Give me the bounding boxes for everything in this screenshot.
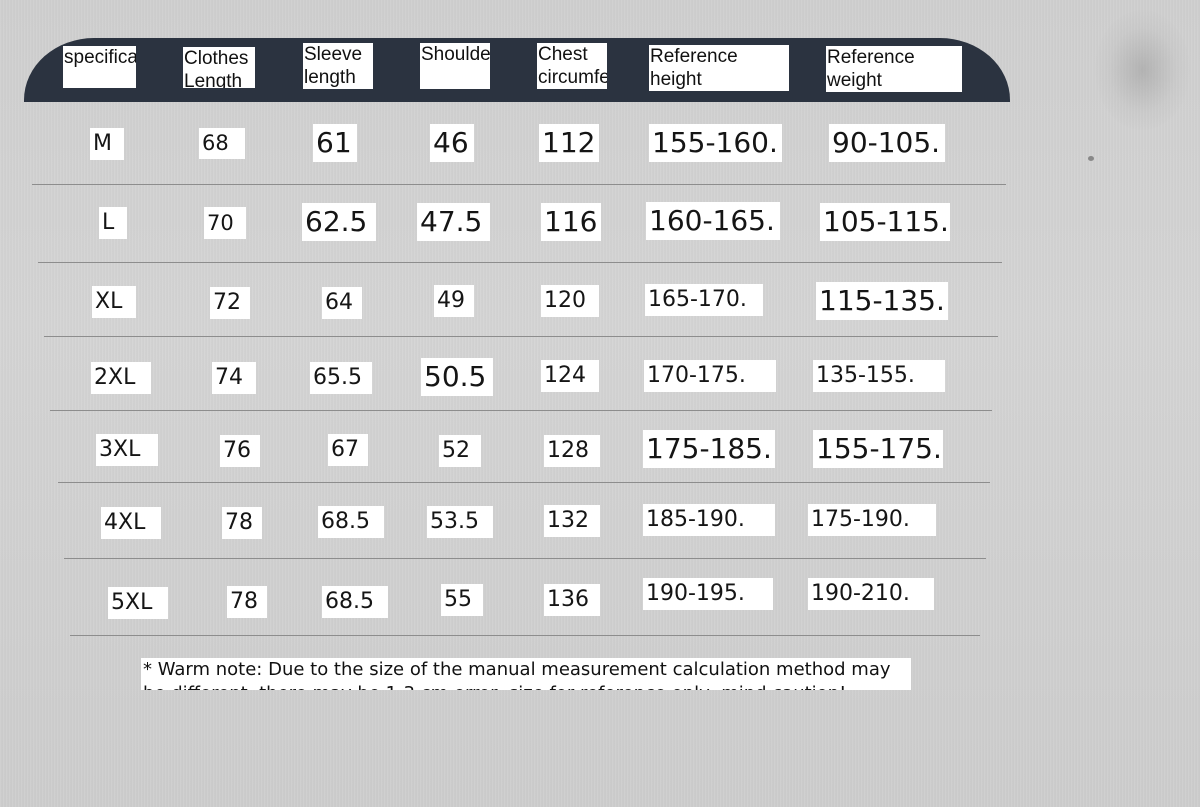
cell-shoulder: 46	[430, 124, 474, 162]
cell-weight: 155-175.	[813, 430, 943, 468]
cell-length: 68	[199, 128, 245, 159]
cell-height: 185-190.	[643, 504, 775, 536]
cell-weight: 90-105.	[829, 124, 945, 162]
cell-shoulder: 47.5	[417, 203, 490, 241]
cell-chest: 116	[541, 203, 601, 241]
cell-sleeve: 61	[313, 124, 357, 162]
cell-shoulder: 55	[441, 584, 483, 616]
header-clothes-length: Clothes Length	[183, 47, 255, 88]
cell-length: 72	[210, 287, 250, 319]
cell-sleeve: 68.5	[318, 506, 384, 538]
cell-chest: 136	[544, 584, 600, 616]
cell-weight: 105-115.	[820, 203, 950, 241]
smudge-mark	[1095, 10, 1190, 130]
header-chest-circumference: Chest circumference	[537, 43, 607, 89]
speck-mark	[1088, 156, 1094, 161]
cell-height: 155-160.	[649, 124, 782, 162]
cell-size: M	[90, 128, 124, 160]
cell-shoulder: 49	[434, 285, 474, 317]
cell-chest: 124	[541, 360, 599, 392]
cell-length: 74	[212, 362, 256, 394]
row-divider	[32, 184, 1006, 185]
row-divider	[50, 410, 992, 411]
warm-note: * Warm note: Due to the size of the manu…	[141, 658, 911, 690]
cell-height: 170-175.	[644, 360, 776, 392]
row-divider	[64, 558, 986, 559]
cell-chest: 120	[541, 285, 599, 317]
cell-size: 3XL	[96, 434, 158, 466]
cell-height: 190-195.	[643, 578, 773, 610]
cell-weight: 135-155.	[813, 360, 945, 392]
cell-height: 175-185.	[643, 430, 775, 468]
cell-chest: 112	[539, 124, 599, 162]
header-reference-weight: Reference weight	[826, 46, 962, 92]
cell-weight: 175-190.	[808, 504, 936, 536]
cell-size: XL	[92, 286, 136, 318]
cell-size: L	[99, 207, 127, 239]
cell-size: 5XL	[108, 587, 168, 619]
cell-size: 4XL	[101, 507, 161, 539]
cell-weight: 115-135.	[816, 282, 948, 320]
row-divider	[44, 336, 998, 337]
cell-sleeve: 68.5	[322, 586, 388, 618]
cell-length: 78	[227, 586, 267, 618]
cell-height: 160-165.	[646, 202, 780, 240]
cell-sleeve: 65.5	[310, 362, 372, 394]
cell-height: 165-170.	[645, 284, 763, 316]
cell-chest: 132	[544, 505, 600, 537]
cell-sleeve: 64	[322, 287, 362, 319]
cell-sleeve: 62.5	[302, 203, 376, 241]
cell-length: 76	[220, 435, 260, 467]
header-reference-height: Reference height	[649, 45, 789, 91]
cell-size: 2XL	[91, 362, 151, 394]
cell-length: 70	[204, 207, 246, 239]
row-divider	[70, 635, 980, 636]
cell-shoulder: 52	[439, 435, 481, 467]
cell-weight: 190-210.	[808, 578, 934, 610]
cell-length: 78	[222, 507, 262, 539]
row-divider	[38, 262, 1002, 263]
cell-chest: 128	[544, 435, 600, 467]
row-divider	[58, 482, 990, 483]
header-sleeve-length: Sleeve length	[303, 43, 373, 89]
header-specification: specification	[63, 46, 136, 88]
cell-sleeve: 67	[328, 434, 368, 466]
cell-shoulder: 50.5	[421, 358, 493, 396]
header-shoulder: Shoulder	[420, 43, 490, 89]
cell-shoulder: 53.5	[427, 506, 493, 538]
